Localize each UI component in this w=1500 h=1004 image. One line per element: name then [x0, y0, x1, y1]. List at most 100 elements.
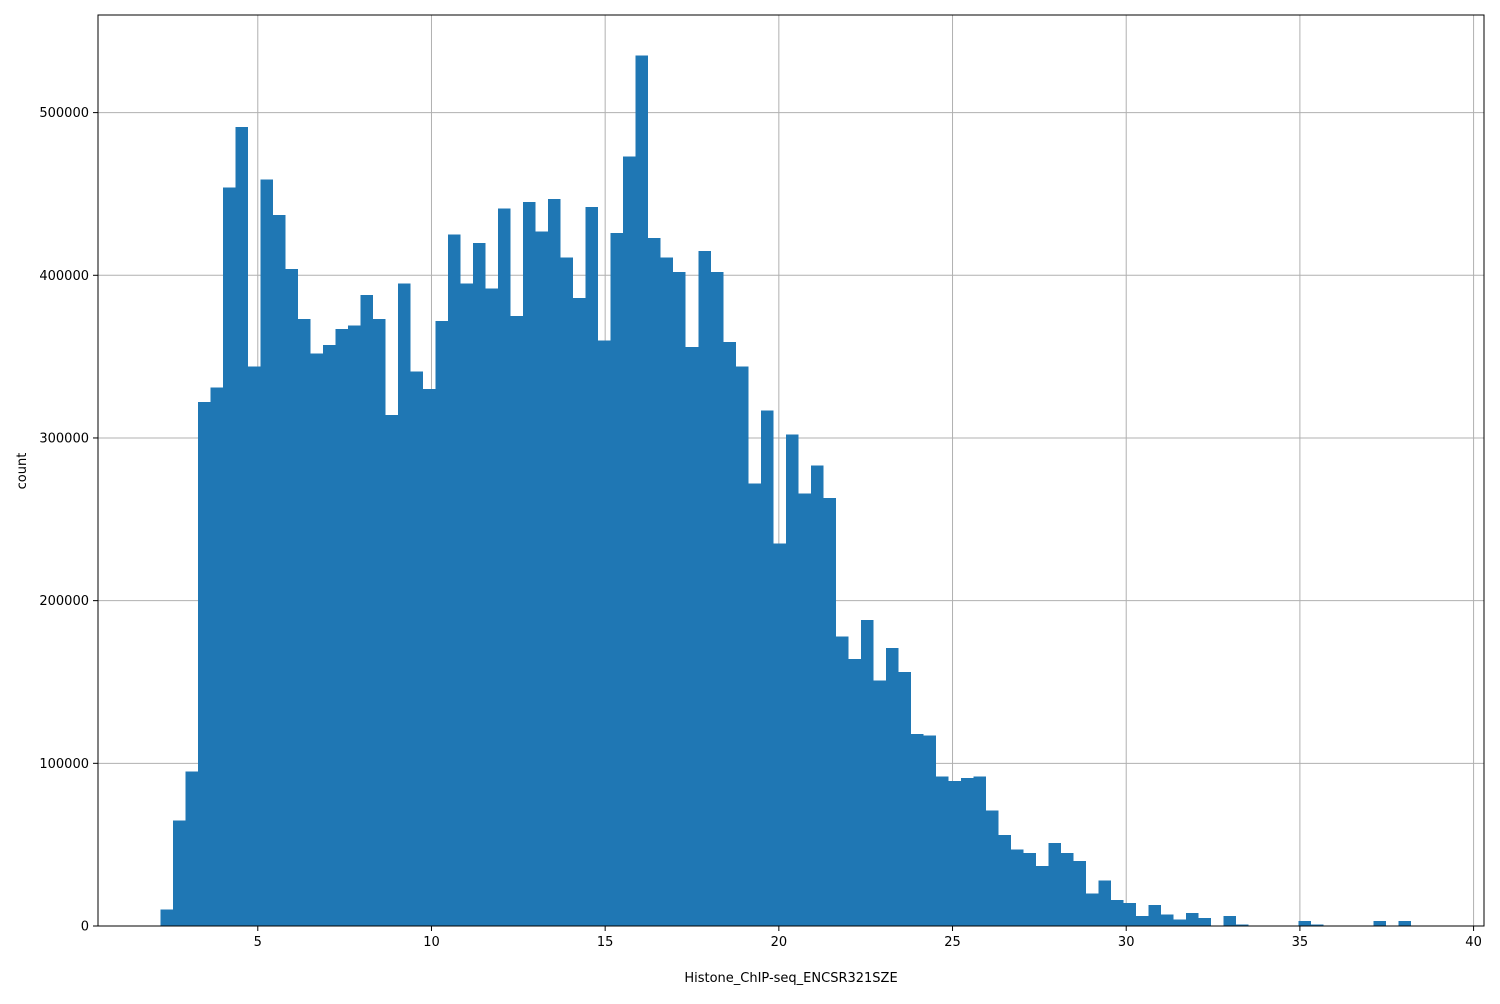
- histogram-bar: [1023, 852, 1036, 926]
- histogram-bar: [510, 315, 524, 927]
- histogram-bar: [748, 483, 761, 926]
- histogram-bar: [385, 415, 399, 926]
- histogram-bar: [660, 257, 674, 926]
- histogram-bar: [898, 672, 911, 926]
- histogram-bar: [348, 325, 361, 926]
- histogram-bar: [1110, 899, 1124, 926]
- histogram-bar: [498, 208, 511, 926]
- histogram-bar: [885, 647, 899, 926]
- histogram-bar: [823, 498, 836, 926]
- histogram-bar: [1223, 916, 1236, 926]
- y-tick-label: 100000: [39, 757, 89, 772]
- x-tick-label: 40: [1465, 935, 1482, 950]
- histogram-bar: [248, 366, 261, 926]
- histogram-bar: [985, 810, 999, 926]
- histogram-bar: [560, 257, 574, 926]
- y-tick-label: 0: [81, 920, 89, 935]
- histogram-bar: [535, 231, 549, 927]
- x-tick-label: 25: [944, 935, 961, 950]
- histogram-bar: [1173, 919, 1186, 926]
- histogram-bar: [335, 328, 349, 927]
- histogram-bar: [685, 346, 699, 927]
- histogram-bar: [1085, 893, 1099, 926]
- x-axis-label: Histone_ChIP-seq_ENCSR321SZE: [684, 971, 897, 986]
- histogram-bar: [798, 493, 811, 926]
- histogram-bar: [1148, 904, 1161, 926]
- histogram-bar: [398, 283, 411, 926]
- histogram-bar: [310, 353, 324, 926]
- histogram-bar: [323, 345, 336, 926]
- histogram-bar: [585, 206, 599, 927]
- histogram-bar: [473, 242, 486, 926]
- histogram-bar: [935, 776, 949, 926]
- histogram-bar: [835, 636, 849, 926]
- histogram-bar: [1235, 924, 1249, 926]
- histogram-bar: [423, 389, 436, 926]
- histogram-bar: [785, 434, 799, 926]
- histogram-bar: [1185, 912, 1199, 926]
- histogram-bar: [185, 771, 199, 926]
- histogram-bar: [1135, 916, 1149, 926]
- histogram-bar: [485, 288, 499, 926]
- histogram-bar: [573, 298, 586, 927]
- histogram-bar: [810, 465, 824, 926]
- histogram-bar: [298, 319, 311, 926]
- histogram-bar: [273, 215, 286, 926]
- histogram-bar: [223, 187, 236, 927]
- histogram-bar: [723, 341, 736, 927]
- histogram-bar: [973, 776, 986, 926]
- histogram-bar: [1123, 903, 1136, 926]
- histogram-bar: [1311, 924, 1324, 926]
- histogram-bar: [523, 202, 536, 927]
- histogram-bar: [1048, 843, 1061, 926]
- histogram-bar: [1098, 880, 1111, 926]
- histogram-bar: [710, 272, 724, 927]
- histogram-bar: [698, 250, 711, 927]
- histogram-bar: [1010, 849, 1024, 926]
- histogram-bar: [860, 620, 874, 926]
- y-tick-label: 200000: [39, 594, 89, 609]
- histogram-bar: [173, 820, 186, 926]
- histogram-bar: [285, 268, 299, 926]
- histogram-bar: [735, 366, 749, 926]
- histogram-bar: [635, 55, 649, 927]
- histogram-bar: [1035, 865, 1049, 926]
- histogram-bar: [873, 680, 886, 926]
- histogram-bar: [1398, 921, 1412, 926]
- plot-frame: [97, 14, 1485, 927]
- histogram-bar: [1160, 914, 1174, 926]
- histogram-bar: [760, 410, 774, 926]
- histogram-bar: [998, 834, 1011, 926]
- histogram-bar: [373, 319, 386, 926]
- histogram-bar: [448, 234, 461, 926]
- histogram-bar: [960, 777, 974, 926]
- histogram-bar: [1073, 860, 1086, 926]
- histogram-bar: [648, 237, 661, 927]
- x-tick-label: 5: [254, 935, 262, 950]
- tick-layer: 5 10 15 20 25 30 35 40 0 100000 200000 300000 400000…: [39, 106, 1481, 950]
- histogram-bar: [198, 402, 211, 926]
- histogram-bar: [360, 294, 374, 926]
- histogram-bar: [1373, 921, 1387, 926]
- bar-layer: [160, 55, 1412, 927]
- y-tick-label: 300000: [39, 431, 89, 446]
- histogram-bar: [260, 179, 274, 926]
- histogram-bar: [460, 283, 474, 926]
- y-axis-label: count: [15, 453, 30, 490]
- x-tick-label: 20: [771, 935, 788, 950]
- histogram-bar: [598, 340, 611, 926]
- histogram-bar: [1198, 917, 1211, 926]
- y-tick-label: 400000: [39, 269, 89, 284]
- histogram-bar: [435, 320, 449, 927]
- histogram-bar: [548, 198, 561, 926]
- histogram-bar: [210, 387, 224, 926]
- histogram-bar: [235, 127, 249, 926]
- histogram-bar: [848, 659, 861, 926]
- histogram-bar: [610, 232, 624, 927]
- histogram-bar: [910, 734, 924, 926]
- x-tick-label: 30: [1118, 935, 1135, 950]
- x-tick-label: 15: [597, 935, 614, 950]
- x-tick-label: 10: [423, 935, 440, 950]
